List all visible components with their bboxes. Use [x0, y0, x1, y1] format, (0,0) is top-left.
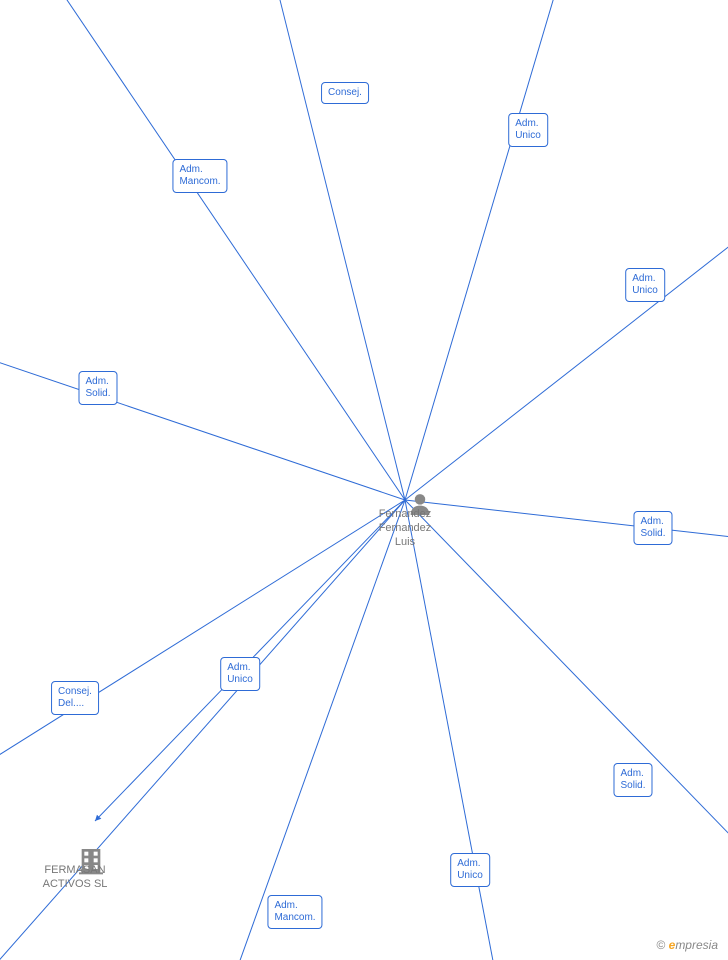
edge-label-10: Adm. Mancom. [267, 895, 322, 929]
network-canvas [0, 0, 728, 960]
copyright-symbol: © [656, 938, 665, 952]
edge [190, 500, 405, 960]
edge [0, 295, 405, 500]
edge-label-4: Adm. Solid. [78, 371, 117, 405]
edge-label-1: Adm. Unico [508, 113, 548, 147]
edge [405, 50, 728, 500]
edge [405, 0, 565, 500]
edge [405, 500, 510, 960]
edge-label-5: Adm. Solid. [633, 511, 672, 545]
edge-label-3: Adm. Unico [625, 268, 665, 302]
edge-label-8: Adm. Solid. [613, 763, 652, 797]
company-node-label: FERMASAN ACTIVOS SL [43, 864, 108, 892]
edge-label-6: Consej. Del.... [51, 681, 99, 715]
edge-label-7: Adm. Unico [220, 657, 260, 691]
copyright: © empresia [656, 938, 718, 952]
edge-label-9: Adm. Unico [450, 853, 490, 887]
edge [270, 0, 405, 500]
edge [405, 500, 728, 960]
edge-label-2: Adm. Mancom. [172, 159, 227, 193]
edge [405, 500, 728, 565]
brand-rest: mpresia [675, 938, 718, 952]
edge-label-0: Consej. [321, 82, 369, 104]
center-node-label: Fernandez Fernandez Luis [379, 508, 432, 549]
edge [40, 0, 405, 500]
